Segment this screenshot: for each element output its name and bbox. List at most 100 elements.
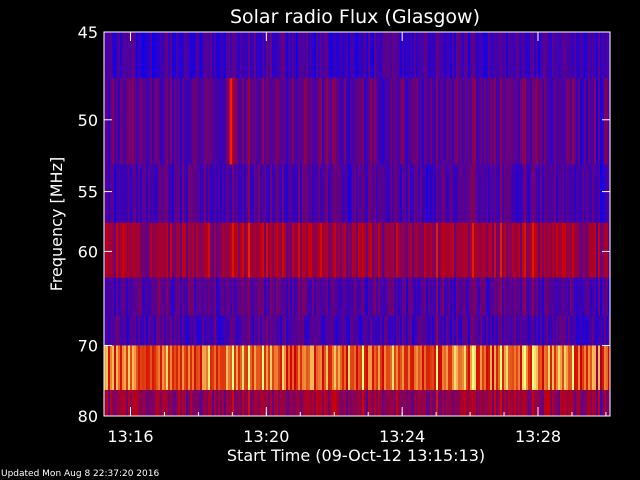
heatmap-cell	[486, 164, 488, 223]
heatmap-cell	[532, 164, 534, 223]
heatmap-cell	[142, 164, 144, 223]
heatmap-cell	[298, 222, 300, 278]
heatmap-cell	[412, 32, 414, 79]
heatmap-cell	[484, 78, 486, 165]
heatmap-cell	[112, 277, 114, 316]
heatmap-cell	[260, 78, 262, 165]
heatmap-cell	[548, 277, 550, 316]
heatmap-cell	[332, 78, 334, 165]
heatmap-cell	[238, 390, 240, 416]
heatmap-cell	[276, 277, 278, 316]
heatmap-cell	[206, 78, 208, 165]
heatmap-cell	[152, 277, 154, 316]
heatmap-cell	[246, 32, 248, 79]
heatmap-cell	[536, 277, 538, 316]
heatmap-cell	[518, 222, 520, 278]
heatmap-cell	[416, 32, 418, 79]
heatmap-cell	[228, 222, 230, 278]
heatmap-cell	[160, 32, 162, 79]
heatmap-cell	[200, 345, 202, 391]
heatmap-cell	[530, 345, 532, 391]
heatmap-cell	[144, 345, 146, 391]
heatmap-cell	[338, 345, 340, 391]
heatmap-cell	[520, 222, 522, 278]
heatmap-cell	[144, 222, 146, 278]
heatmap-cell	[128, 315, 130, 346]
heatmap-cell	[432, 222, 434, 278]
heatmap-cell	[132, 222, 134, 278]
heatmap-cell	[444, 78, 446, 165]
heatmap-cell	[160, 78, 162, 165]
heatmap-cell	[436, 390, 438, 416]
heatmap-cell	[142, 315, 144, 346]
heatmap-cell	[392, 277, 394, 316]
heatmap-cell	[160, 315, 162, 346]
heatmap-cell	[176, 315, 178, 346]
heatmap-cell	[484, 164, 486, 223]
heatmap-cell	[546, 32, 548, 79]
heatmap-cell	[128, 390, 130, 416]
heatmap-cell	[332, 222, 334, 278]
heatmap-cell	[202, 78, 204, 165]
heatmap-cell	[116, 222, 118, 278]
heatmap-cell	[114, 390, 116, 416]
heatmap-cell	[118, 78, 120, 165]
heatmap-cell	[164, 164, 166, 223]
heatmap-cell	[538, 390, 540, 416]
heatmap-cell	[592, 164, 594, 223]
heatmap-cell	[226, 222, 228, 278]
heatmap-cell	[372, 315, 374, 346]
heatmap-cell	[608, 315, 610, 346]
heatmap-cell	[482, 164, 484, 223]
heatmap-cell	[454, 315, 456, 346]
heatmap-cell	[372, 390, 374, 416]
heatmap-cell	[220, 164, 222, 223]
heatmap-cell	[130, 32, 132, 79]
heatmap-cell	[336, 345, 338, 391]
heatmap-cell	[208, 78, 210, 165]
heatmap-cell	[216, 32, 218, 79]
heatmap-cell	[448, 32, 450, 79]
heatmap-cell	[356, 277, 358, 316]
heatmap-cell	[532, 78, 534, 165]
heatmap-cell	[258, 315, 260, 346]
heatmap-cell	[554, 78, 556, 165]
heatmap-cell	[294, 78, 296, 165]
heatmap-cell	[294, 315, 296, 346]
heatmap-cell	[312, 315, 314, 346]
heatmap-cell	[110, 32, 112, 79]
heatmap-cell	[250, 78, 252, 165]
heatmap-cell	[298, 164, 300, 223]
heatmap-cell	[602, 345, 604, 391]
heatmap-cell	[154, 222, 156, 278]
heatmap-cell	[352, 164, 354, 223]
heatmap-cell	[252, 78, 254, 165]
heatmap-cell	[380, 345, 382, 391]
heatmap-cell	[508, 164, 510, 223]
heatmap-cell	[512, 222, 514, 278]
heatmap-cell	[124, 277, 126, 316]
heatmap-cell	[334, 390, 336, 416]
heatmap-cell	[416, 164, 418, 223]
heatmap-cell	[158, 222, 160, 278]
heatmap-cell	[312, 277, 314, 316]
heatmap-cell	[424, 222, 426, 278]
heatmap-cell	[494, 315, 496, 346]
heatmap-cell	[372, 32, 374, 79]
heatmap-cell	[468, 32, 470, 79]
heatmap-cell	[122, 78, 124, 165]
heatmap-cell	[492, 164, 494, 223]
heatmap-cell	[364, 78, 366, 165]
heatmap-cell	[212, 315, 214, 346]
heatmap-cell	[474, 78, 476, 165]
heatmap-cell	[110, 277, 112, 316]
heatmap-cell	[396, 315, 398, 346]
heatmap-cell	[444, 277, 446, 316]
heatmap-cell	[340, 32, 342, 79]
heatmap-cell	[600, 32, 602, 79]
heatmap-cell	[256, 315, 258, 346]
heatmap-cell	[136, 390, 138, 416]
heatmap-cell	[538, 32, 540, 79]
heatmap-cell	[446, 345, 448, 391]
heatmap-cell	[548, 222, 550, 278]
